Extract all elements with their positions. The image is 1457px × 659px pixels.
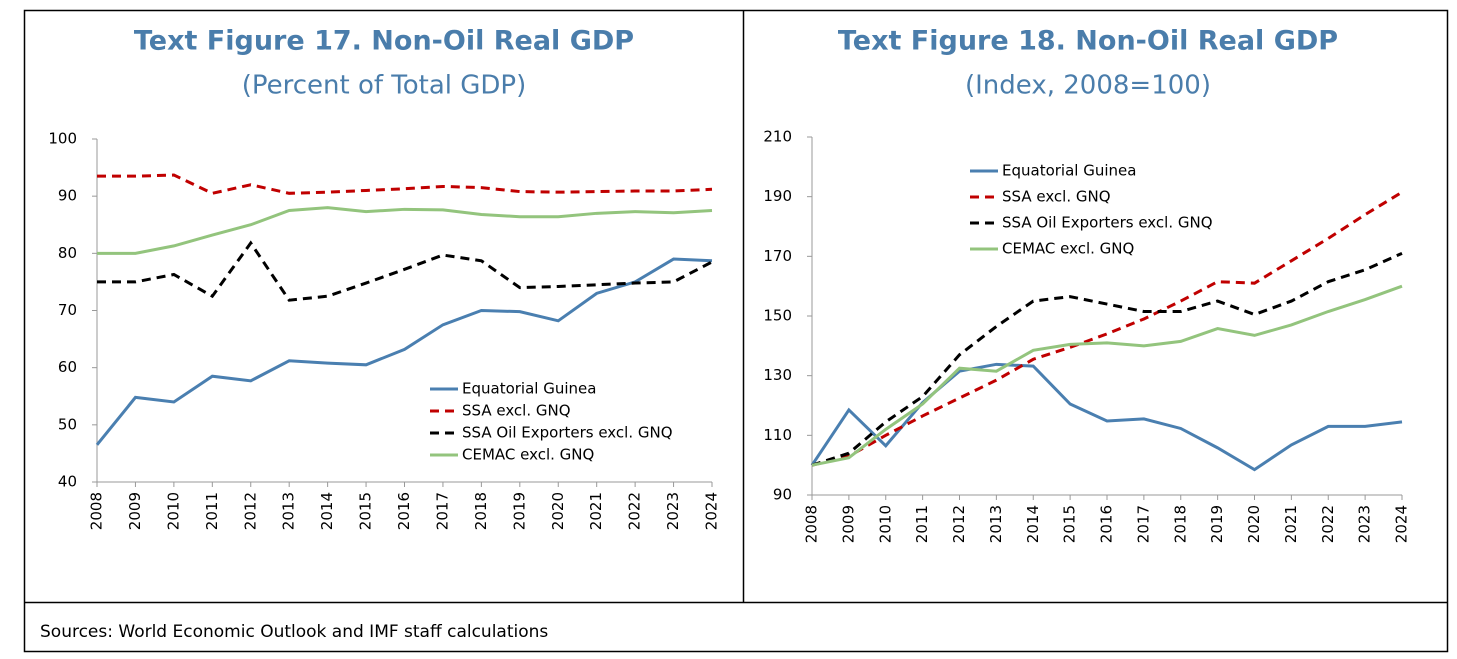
legend-label: Equatorial Guinea	[462, 380, 596, 398]
x-tick-label: 2020	[1245, 505, 1263, 543]
x-tick-label: 2012	[950, 505, 968, 543]
x-tick-label: 2009	[839, 505, 857, 543]
x-tick-label: 2008	[88, 492, 106, 530]
x-tick-label: 2023	[664, 492, 682, 530]
x-tick-label: 2013	[987, 505, 1005, 543]
legend-label: CEMAC excl. GNQ	[462, 446, 594, 464]
x-tick-label: 2015	[357, 492, 375, 530]
chart-subtitle: (Index, 2008=100)	[965, 71, 1211, 101]
x-tick-label: 2012	[241, 492, 259, 530]
y-tick-label: 60	[58, 358, 77, 376]
legend-label: CEMAC excl. GNQ	[1002, 240, 1134, 258]
legend-label: SSA excl. GNQ	[1002, 188, 1111, 206]
series-line	[811, 190, 1403, 467]
y-tick-label: 40	[58, 473, 77, 491]
series-line	[97, 206, 713, 255]
y-tick-label: 110	[763, 426, 792, 444]
x-tick-label: 2017	[1134, 505, 1152, 543]
x-tick-label: 2010	[164, 492, 182, 530]
x-tick-label: 2009	[126, 492, 144, 530]
x-tick-label: 2024	[703, 492, 721, 530]
x-tick-label: 2008	[803, 505, 821, 543]
x-tick-label: 2017	[433, 492, 451, 530]
y-tick-label: 70	[58, 301, 77, 319]
x-tick-label: 2014	[318, 492, 336, 530]
x-tick-label: 2016	[395, 492, 413, 530]
series-line	[810, 362, 1403, 472]
series-line	[97, 173, 713, 195]
y-tick-label: 90	[58, 187, 77, 205]
x-tick-label: 2010	[876, 505, 894, 543]
legend-label: Equatorial Guinea	[1002, 162, 1136, 180]
y-tick-label: 80	[58, 244, 77, 262]
series-line	[97, 240, 713, 302]
x-tick-label: 2021	[587, 492, 605, 530]
x-tick-label: 2024	[1393, 505, 1411, 543]
x-tick-label: 2018	[1171, 505, 1189, 543]
x-tick-label: 2019	[1208, 505, 1226, 543]
series-line	[95, 257, 713, 446]
x-tick-label: 2022	[1319, 505, 1337, 543]
x-tick-label: 2022	[626, 492, 644, 530]
y-tick-label: 190	[763, 187, 792, 205]
y-tick-label: 170	[763, 247, 792, 265]
y-tick-label: 150	[763, 307, 792, 325]
legend-label: SSA excl. GNQ	[462, 402, 571, 420]
x-tick-label: 2015	[1061, 505, 1079, 543]
x-tick-label: 2013	[280, 492, 298, 530]
y-tick-label: 50	[58, 415, 77, 433]
y-tick-label: 100	[48, 130, 77, 148]
x-tick-label: 2021	[1282, 505, 1300, 543]
y-tick-label: 90	[773, 486, 792, 504]
x-tick-label: 2019	[510, 492, 528, 530]
x-tick-label: 2011	[203, 492, 221, 530]
x-tick-label: 2018	[472, 492, 490, 530]
chart-title: Text Figure 17. Non-Oil Real GDP	[134, 26, 634, 57]
chart-subtitle: (Percent of Total GDP)	[242, 71, 527, 101]
x-tick-label: 2014	[1024, 505, 1042, 543]
x-tick-label: 2016	[1098, 505, 1116, 543]
x-tick-label: 2011	[913, 505, 931, 543]
series-line	[811, 251, 1403, 467]
legend-label: SSA Oil Exporters excl. GNQ	[462, 424, 673, 442]
series-line	[811, 284, 1403, 467]
x-tick-label: 2023	[1356, 505, 1374, 543]
y-tick-label: 210	[763, 128, 792, 146]
x-tick-label: 2020	[549, 492, 567, 530]
y-tick-label: 130	[763, 366, 792, 384]
frame	[23, 9, 1449, 653]
footer: Sources: World Economic Outlook and IMF …	[40, 622, 548, 642]
legend-label: SSA Oil Exporters excl. GNQ	[1002, 214, 1213, 232]
chart-title: Text Figure 18. Non-Oil Real GDP	[838, 26, 1338, 57]
